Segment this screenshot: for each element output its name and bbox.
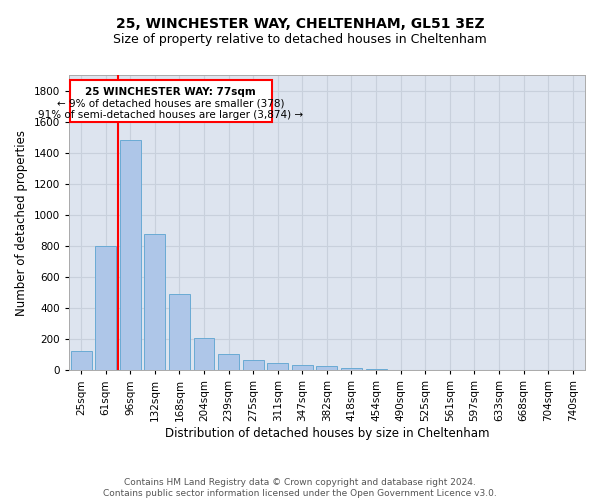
Bar xyxy=(243,360,263,370)
X-axis label: Distribution of detached houses by size in Cheltenham: Distribution of detached houses by size … xyxy=(164,427,489,440)
Text: Size of property relative to detached houses in Cheltenham: Size of property relative to detached ho… xyxy=(113,32,487,46)
Bar xyxy=(169,294,190,370)
Text: 25 WINCHESTER WAY: 77sqm: 25 WINCHESTER WAY: 77sqm xyxy=(85,87,256,97)
Bar xyxy=(120,140,141,370)
Bar xyxy=(316,366,337,370)
Bar xyxy=(145,234,166,370)
FancyBboxPatch shape xyxy=(70,80,272,122)
Text: ← 9% of detached houses are smaller (378): ← 9% of detached houses are smaller (378… xyxy=(57,98,284,108)
Text: 91% of semi-detached houses are larger (3,874) →: 91% of semi-detached houses are larger (… xyxy=(38,110,304,120)
Bar xyxy=(95,246,116,370)
Bar xyxy=(341,368,362,370)
Bar xyxy=(71,351,92,370)
Bar xyxy=(268,364,288,370)
Y-axis label: Number of detached properties: Number of detached properties xyxy=(15,130,28,316)
Text: 25, WINCHESTER WAY, CHELTENHAM, GL51 3EZ: 25, WINCHESTER WAY, CHELTENHAM, GL51 3EZ xyxy=(116,18,484,32)
Text: Contains HM Land Registry data © Crown copyright and database right 2024.
Contai: Contains HM Land Registry data © Crown c… xyxy=(103,478,497,498)
Bar xyxy=(292,365,313,370)
Bar xyxy=(218,354,239,370)
Bar xyxy=(194,338,214,370)
Bar xyxy=(365,368,386,370)
